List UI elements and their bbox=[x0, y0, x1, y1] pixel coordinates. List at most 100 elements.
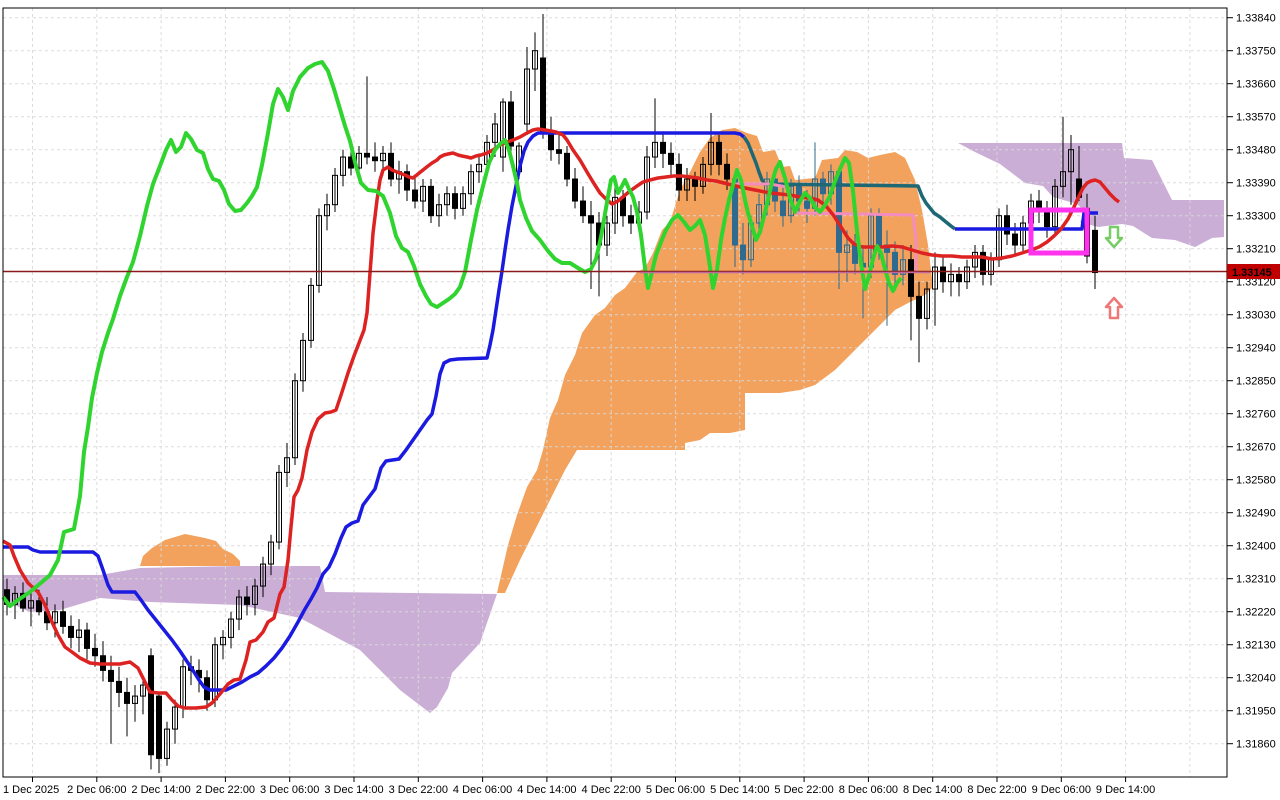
y-axis-label: 1.32310 bbox=[1236, 574, 1276, 586]
bull-candle bbox=[276, 471, 282, 543]
bull-candle bbox=[684, 178, 690, 191]
bear-candle bbox=[412, 189, 418, 202]
bull-candle bbox=[1060, 171, 1066, 187]
bear-candle bbox=[564, 152, 570, 180]
bear-candle bbox=[452, 193, 458, 209]
bear-candle bbox=[916, 295, 922, 319]
x-axis-label: 3 Dec 06:00 bbox=[260, 784, 319, 796]
kijun-blue-line bbox=[3, 131, 746, 692]
y-axis-label: 1.32490 bbox=[1236, 508, 1276, 520]
bear-candle bbox=[724, 163, 730, 180]
bull-candle bbox=[132, 695, 138, 704]
x-axis-label: 3 Dec 22:00 bbox=[389, 784, 448, 796]
bull-candle bbox=[220, 636, 226, 646]
y-axis-label: 1.32580 bbox=[1236, 475, 1276, 487]
bull-candle bbox=[1068, 149, 1074, 173]
bear-candle bbox=[364, 152, 370, 158]
y-axis-label: 1.32850 bbox=[1236, 376, 1276, 388]
bear-candle bbox=[124, 691, 130, 704]
x-axis-label: 8 Dec 06:00 bbox=[839, 784, 898, 796]
bear-candle bbox=[660, 141, 666, 154]
current-price-tag: 1.33145 bbox=[1227, 264, 1280, 279]
y-axis-label: 1.31950 bbox=[1236, 706, 1276, 718]
y-axis-label: 1.33660 bbox=[1236, 79, 1276, 91]
bear-candle bbox=[60, 611, 66, 627]
bid-price-line bbox=[3, 270, 1227, 274]
y-axis-label: 1.33750 bbox=[1236, 46, 1276, 58]
down-arrow-object[interactable] bbox=[1104, 296, 1124, 320]
bear-candle bbox=[692, 178, 698, 187]
bull-candle bbox=[460, 193, 466, 209]
bear-candle bbox=[668, 152, 674, 165]
bear-candle bbox=[588, 215, 594, 224]
bull-candle bbox=[1052, 185, 1058, 228]
bear-candle bbox=[956, 273, 962, 283]
drawn-objects-layer bbox=[1028, 207, 1124, 320]
up-arrow-object[interactable] bbox=[1104, 225, 1124, 249]
bull-candle bbox=[964, 266, 970, 283]
bear-candle bbox=[1004, 215, 1010, 235]
bear-candle bbox=[572, 178, 578, 202]
bear-candle bbox=[84, 629, 90, 649]
bear-candle bbox=[148, 655, 154, 756]
bull-candle bbox=[444, 193, 450, 206]
bear-candle bbox=[628, 215, 634, 224]
bull-candle bbox=[604, 222, 610, 246]
kijun-blue-line-right bbox=[955, 211, 1098, 231]
bull-candle bbox=[788, 185, 794, 217]
bull-candle bbox=[948, 273, 954, 283]
green-chikou-line bbox=[1, 60, 903, 608]
y-axis-label: 1.32400 bbox=[1236, 541, 1276, 553]
bear-candle bbox=[428, 185, 434, 217]
x-axis-label: 4 Dec 06:00 bbox=[453, 784, 512, 796]
y-axis-label: 1.32130 bbox=[1236, 640, 1276, 652]
bear-candle bbox=[716, 141, 722, 165]
bull-candle bbox=[436, 204, 442, 217]
bull-candle bbox=[172, 706, 178, 730]
y-axis-label: 1.33570 bbox=[1236, 112, 1276, 124]
bear-candle bbox=[1092, 229, 1098, 274]
bear-candle bbox=[780, 200, 786, 217]
bear-candle bbox=[980, 251, 986, 275]
bull-candle bbox=[900, 259, 906, 275]
cloud-orange-main bbox=[497, 128, 933, 593]
y-axis-label: 1.33300 bbox=[1236, 211, 1276, 223]
senkou-teal-line bbox=[742, 136, 957, 231]
bear-candle bbox=[908, 259, 914, 297]
y-axis-label: 1.33030 bbox=[1236, 310, 1276, 322]
bull-candle bbox=[476, 163, 482, 173]
bull-candle bbox=[236, 596, 242, 620]
axes-layer: 1.33840 1.33750 1.33660 1.33570 1.33480 1.333… bbox=[3, 13, 1276, 796]
bull-candle bbox=[260, 563, 266, 587]
y-axis-label: 1.32220 bbox=[1236, 607, 1276, 619]
x-axis-label: 5 Dec 14:00 bbox=[710, 784, 769, 796]
x-axis-label: 2 Dec 22:00 bbox=[196, 784, 255, 796]
x-axis-label: 2 Dec 06:00 bbox=[67, 784, 126, 796]
bull-candle bbox=[332, 174, 338, 206]
bear-candle bbox=[940, 266, 946, 283]
bull-candle bbox=[324, 204, 330, 217]
x-axis-label: 9 Dec 14:00 bbox=[1096, 784, 1155, 796]
bull-candle bbox=[924, 288, 930, 319]
y-axis-label: 1.33480 bbox=[1236, 145, 1276, 157]
x-axis-label: 2 Dec 14:00 bbox=[131, 784, 190, 796]
bear-candle bbox=[1044, 211, 1050, 228]
y-axis-label: 1.33210 bbox=[1236, 244, 1276, 256]
bear-candle bbox=[404, 171, 410, 191]
highlight-rectangle[interactable] bbox=[1028, 207, 1090, 256]
y-axis-label: 1.33120 bbox=[1236, 277, 1276, 289]
y-axis-label: 1.32760 bbox=[1236, 409, 1276, 421]
bear-candle bbox=[1012, 233, 1018, 246]
bull-candle bbox=[932, 266, 938, 290]
bear-candle bbox=[108, 669, 114, 682]
cloud-purple-left bbox=[3, 566, 497, 713]
x-axis-label: 8 Dec 14:00 bbox=[903, 784, 962, 796]
bull-candle bbox=[164, 728, 170, 759]
y-axis-label: 1.32670 bbox=[1236, 442, 1276, 454]
red-ma-line bbox=[2, 127, 1121, 710]
bull-candle bbox=[76, 629, 82, 638]
y-axis-label: 1.33840 bbox=[1236, 13, 1276, 25]
y-axis-label: 1.31860 bbox=[1236, 739, 1276, 751]
